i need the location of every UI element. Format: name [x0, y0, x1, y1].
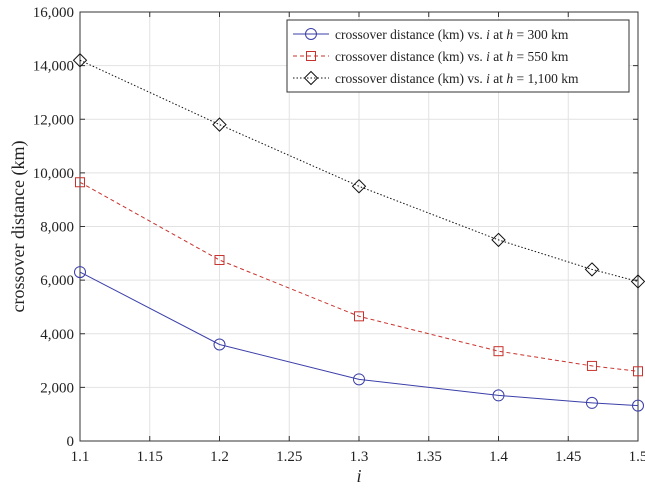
diamond-marker: [351, 179, 367, 194]
x-tick-label: 1.5: [629, 449, 645, 465]
circle-marker: [353, 373, 365, 386]
square-marker: [75, 177, 85, 188]
x-tick-label: 1.1: [71, 449, 90, 465]
square-marker: [354, 311, 364, 322]
circle-marker: [632, 399, 644, 412]
y-tick-label: 2,000: [40, 380, 74, 396]
axes-layer: 1.1 1.15 1.2 1.25 1.3 1.35 1.4 1.45 1.5 0 2,000 4,0…: [33, 5, 645, 465]
series-2: [75, 177, 643, 377]
y-tick-label: 8,000: [40, 220, 74, 236]
series-line: [79, 181, 639, 372]
legend-entry-2: crossover distance (km) vs. i at h = 550…: [335, 49, 569, 64]
legend-entry-1: crossover distance (km) vs. i at h = 300…: [335, 27, 569, 42]
y-tick-label: 10,000: [33, 166, 74, 182]
circle-marker: [74, 266, 86, 279]
x-tick-label: 1.4: [489, 449, 508, 465]
x-axis-label: i: [356, 466, 361, 486]
circle-marker: [492, 389, 505, 402]
diamond-marker: [584, 262, 600, 277]
legend: crossover distance (km) vs. i at h = 300…: [286, 19, 630, 93]
diamond-marker: [212, 117, 227, 132]
y-axis-label: crossover distance (km): [8, 141, 29, 313]
y-tick-label: 14,000: [33, 59, 74, 75]
diamond-marker: [491, 232, 506, 248]
series-line: [79, 271, 639, 407]
series-layer: [72, 53, 645, 412]
legend-entry-3: crossover distance (km) vs. i at h = 1,1…: [335, 71, 579, 86]
diamond-marker: [303, 70, 319, 86]
square-marker: [493, 346, 504, 357]
square-marker: [214, 255, 225, 266]
circle-marker: [213, 338, 226, 351]
diamond-marker: [72, 53, 88, 68]
x-tick-label: 1.3: [350, 449, 369, 465]
circle-marker: [305, 28, 317, 40]
y-tick-label: 12,000: [33, 112, 74, 128]
y-tick-label: 16,000: [33, 5, 74, 21]
x-tick-label: 1.2: [210, 449, 229, 465]
x-tick-label: 1.25: [276, 449, 302, 465]
y-tick-label: 4,000: [40, 327, 74, 343]
square-marker: [586, 360, 597, 371]
x-tick-label: 1.45: [555, 449, 581, 465]
series-1: [74, 266, 644, 412]
legend-box: [286, 19, 630, 93]
circle-marker: [585, 396, 598, 409]
x-tick-label: 1.35: [416, 449, 442, 465]
square-marker: [633, 366, 643, 377]
y-tick-label: 6,000: [40, 273, 74, 289]
square-marker: [306, 51, 316, 61]
y-tick-label: 0: [67, 434, 75, 450]
x-tick-label: 1.15: [137, 449, 163, 465]
series-3: [72, 53, 645, 289]
diamond-marker: [630, 274, 645, 289]
